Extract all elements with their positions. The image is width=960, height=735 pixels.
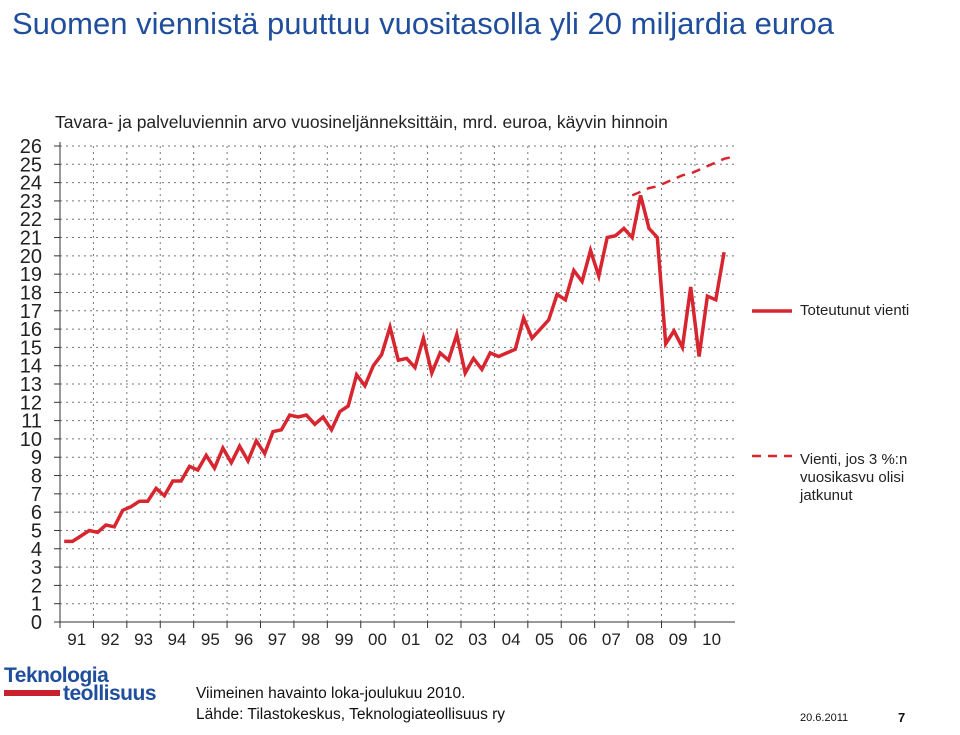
- y-tick-label: 14: [20, 356, 42, 378]
- y-tick-label: 17: [20, 301, 42, 323]
- x-tick-label: 94: [167, 630, 186, 649]
- x-tick-label: 93: [134, 630, 153, 649]
- y-tick-label: 0: [31, 612, 42, 634]
- y-tick-label: 1: [31, 594, 42, 616]
- x-tick-label: 05: [535, 630, 554, 649]
- y-tick-label: 20: [20, 246, 42, 268]
- x-tick-label: 95: [201, 630, 220, 649]
- legend-label-trend: Vienti, jos 3 %:n vuosikasvu olisi jatku…: [800, 451, 908, 504]
- footnote-last-observation: Viimeinen havainto loka-joulukuu 2010.: [196, 685, 466, 702]
- logo-text-line2: teollisuus: [63, 682, 157, 705]
- y-tick-label: 6: [31, 502, 42, 524]
- y-tick-label: 9: [31, 447, 42, 469]
- x-tick-label: 03: [468, 630, 487, 649]
- y-tick-label: 12: [20, 392, 42, 414]
- x-tick-label: 92: [101, 630, 120, 649]
- axes: [54, 142, 735, 628]
- logo-text-line1: Teknologia: [4, 664, 109, 687]
- series: [64, 155, 733, 544]
- y-tick-label: 2: [31, 575, 42, 597]
- footer-date: 20.6.2011: [800, 712, 849, 724]
- page-title: Suomen viennistä puuttuu vuositasolla yl…: [12, 6, 834, 41]
- x-tick-label: 96: [234, 630, 253, 649]
- x-tick-label: 08: [635, 630, 654, 649]
- y-tick-label: 7: [31, 484, 42, 506]
- grid: [60, 145, 735, 622]
- legend-label-actual: Toteutunut vienti: [800, 302, 910, 319]
- y-tick-label: 15: [20, 337, 42, 359]
- y-tick-label: 11: [21, 411, 42, 433]
- y-tick-label: 23: [20, 191, 42, 213]
- x-tick-label: 01: [401, 630, 420, 649]
- page-number: 7: [898, 710, 906, 725]
- y-tick-label: 5: [31, 520, 42, 542]
- y-tick-label: 25: [20, 154, 42, 176]
- y-tick-label: 21: [20, 228, 42, 250]
- chart-subtitle: Tavara- ja palveluviennin arvo vuosinelj…: [55, 112, 668, 132]
- y-tick-label: 18: [20, 282, 42, 304]
- x-tick-labels: 91 92 93 94 95 96 97 98 99 00 01 02 03 04 05 06 07 08 09 10: [67, 630, 721, 649]
- y-tick-label: 13: [20, 374, 42, 396]
- x-tick-label: 00: [368, 630, 387, 649]
- y-tick-label: 10: [20, 429, 42, 451]
- y-tick-label: 19: [20, 264, 42, 286]
- y-tick-label: 26: [20, 136, 42, 158]
- x-tick-label: 97: [268, 630, 287, 649]
- y-tick-labels: 0123456789101112131415161718192021222324…: [20, 136, 42, 634]
- footnote-source: Lähde: Tilastokeskus, Teknologiateollisu…: [196, 706, 506, 723]
- footnote: Viimeinen havainto loka-joulukuu 2010. L…: [196, 683, 505, 725]
- x-tick-label: 06: [568, 630, 587, 649]
- x-tick-label: 91: [67, 630, 86, 649]
- x-tick-label: 09: [669, 630, 688, 649]
- y-tick-label: 16: [20, 319, 42, 341]
- series-line-trend: [631, 155, 733, 197]
- y-tick-label: 8: [31, 466, 42, 488]
- y-tick-label: 22: [20, 209, 42, 231]
- y-tick-label: 24: [20, 173, 42, 195]
- x-tick-label: 99: [335, 630, 354, 649]
- y-tick-label: 4: [31, 539, 42, 561]
- series-line-actual: [64, 194, 726, 544]
- x-tick-label: 98: [301, 630, 320, 649]
- company-logo: Teknologia teollisuus: [4, 664, 174, 705]
- logo-bar: [4, 690, 60, 696]
- y-tick-label: 3: [31, 557, 42, 579]
- x-tick-label: 10: [702, 630, 721, 649]
- legend: [752, 309, 792, 458]
- x-tick-label: 04: [502, 630, 521, 649]
- x-tick-label: 02: [435, 630, 454, 649]
- x-tick-label: 07: [602, 630, 621, 649]
